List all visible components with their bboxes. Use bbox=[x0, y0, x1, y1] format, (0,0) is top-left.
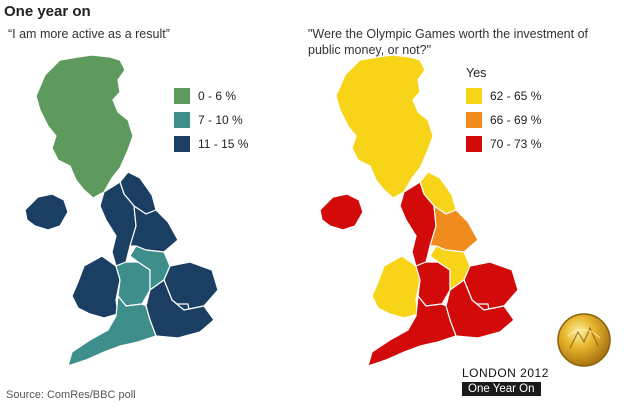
region-south-west bbox=[67, 295, 157, 367]
left-legend-swatch-2 bbox=[174, 112, 190, 128]
region-scotland bbox=[335, 54, 434, 199]
right-legend-swatch-2 bbox=[466, 112, 482, 128]
region-west-midlands bbox=[415, 261, 451, 307]
left-legend-label: 0 - 6 % bbox=[198, 89, 237, 103]
right-legend-swatch-1 bbox=[466, 88, 482, 104]
brand-one-year-on: One Year On bbox=[462, 382, 541, 396]
right-legend: Yes 62 - 65 % 66 - 69 % 70 - 73 % bbox=[466, 66, 576, 156]
region-yorkshire bbox=[429, 205, 479, 253]
right-legend-swatch-3 bbox=[466, 136, 482, 152]
left-legend-swatch-1 bbox=[174, 88, 190, 104]
region-scotland bbox=[35, 54, 134, 199]
left-legend-swatch-3 bbox=[174, 136, 190, 152]
left-question: “I am more active as a result” bbox=[8, 27, 170, 41]
right-legend-heading: Yes bbox=[466, 66, 487, 80]
right-legend-label: 70 - 73 % bbox=[490, 137, 542, 151]
left-legend: 0 - 6 % 7 - 10 % 11 - 15 % bbox=[174, 88, 284, 154]
right-legend-label: 62 - 65 % bbox=[490, 89, 542, 103]
region-wales bbox=[71, 255, 121, 319]
region-south-west bbox=[367, 295, 457, 367]
brand-london-2012: LONDON 2012 bbox=[462, 366, 549, 380]
right-legend-label: 66 - 69 % bbox=[490, 113, 542, 127]
right-question: "Were the Olympic Games worth the invest… bbox=[308, 27, 589, 57]
source-note: Source: ComRes/BBC poll bbox=[6, 389, 136, 401]
region-west-midlands bbox=[115, 261, 151, 307]
region-northern-ireland bbox=[24, 193, 69, 231]
page-title: One year on bbox=[4, 3, 91, 20]
left-legend-label: 7 - 10 % bbox=[198, 113, 243, 127]
region-northern-ireland bbox=[319, 193, 364, 231]
gold-medal-icon bbox=[557, 313, 611, 367]
region-wales bbox=[371, 255, 421, 319]
left-legend-label: 11 - 15 % bbox=[198, 137, 249, 151]
